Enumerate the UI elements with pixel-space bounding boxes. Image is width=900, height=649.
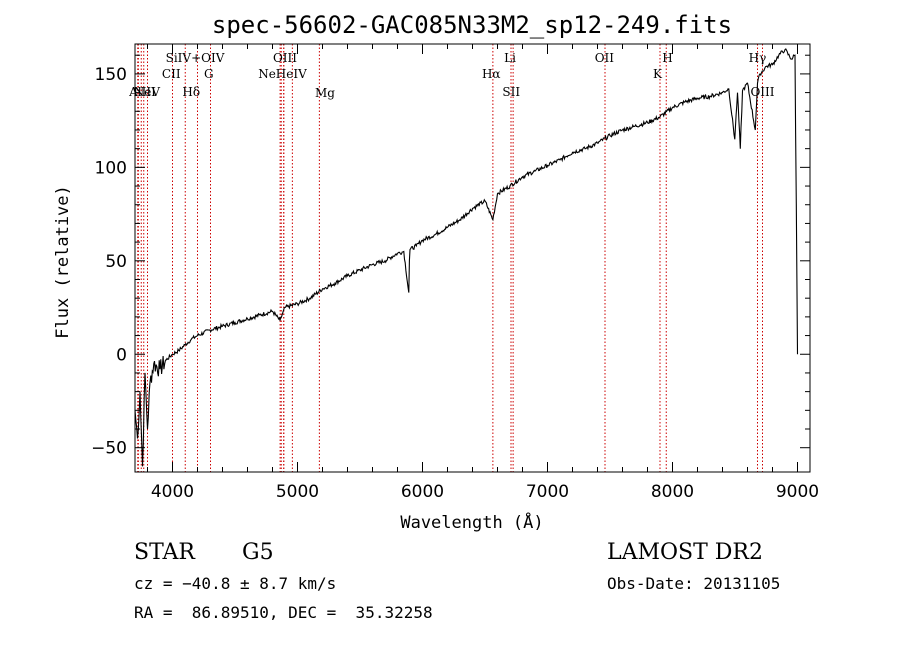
line-label-7: NeHeIV (258, 67, 307, 81)
line-label-8: Mg (315, 86, 335, 100)
y-tick-label-1: 0 (116, 345, 127, 365)
y-tick-label-4: 150 (95, 65, 127, 85)
line-label-6: OIII (273, 51, 297, 65)
line-label-4: Hδ (182, 85, 200, 99)
y-tick-label-2: 50 (105, 252, 127, 272)
x-tick-label-5: 9000 (776, 482, 819, 502)
y-axis-ticks: −50 0 50 100 150 (91, 54, 810, 459)
line-label-2: SiIV+OIV (166, 51, 225, 65)
chart-title: spec-56602-GAC085N33M2_sp12-249.fits (212, 11, 732, 39)
line-label-16: OIII (750, 85, 774, 99)
line-label-13: H (662, 51, 672, 65)
y-tick-label-3: 100 (95, 158, 127, 178)
spectrum-series-line (134, 48, 799, 467)
coordinates-text: RA = 86.89510, DEC = 35.32258 (134, 603, 433, 622)
subclass: G5 (242, 540, 274, 565)
line-label-10: Li (504, 51, 516, 65)
line-label-9: Hα (482, 67, 501, 81)
survey-name: LAMOST DR2 (607, 540, 763, 565)
line-label-15: Hγ (749, 51, 767, 65)
y-tick-label-0: −50 (91, 439, 127, 459)
x-tick-label-3: 7000 (526, 482, 569, 502)
x-axis-ticks: 4000 5000 6000 7000 8000 9000 (147, 44, 819, 502)
x-tick-label-2: 6000 (401, 482, 444, 502)
redshift-text: cz = −40.8 ± 8.7 km/s (134, 574, 337, 593)
x-axis-label: Wavelength (Å) (400, 511, 543, 533)
spectral-line-markers (137, 44, 763, 472)
line-label-14: K (653, 67, 663, 81)
observation-date: Obs-Date: 20131105 (607, 574, 781, 593)
x-tick-label-0: 4000 (151, 482, 194, 502)
object-class: STAR (134, 540, 195, 565)
plot-frame (134, 43, 811, 473)
x-tick-label-1: 5000 (276, 482, 319, 502)
line-label-11: SII (502, 85, 520, 99)
spectral-line-labels: AlIIINeVSiIV+OIVCIIHδGOIIINeHeIVMgHαLiSI… (128, 51, 775, 100)
line-label-12: OII (595, 51, 615, 65)
line-label-1: NeV (134, 85, 161, 99)
line-label-5: G (204, 67, 214, 81)
x-tick-label-4: 8000 (651, 482, 694, 502)
line-label-3: CII (162, 67, 181, 81)
y-axis-label: Flux (relative) (53, 185, 73, 339)
